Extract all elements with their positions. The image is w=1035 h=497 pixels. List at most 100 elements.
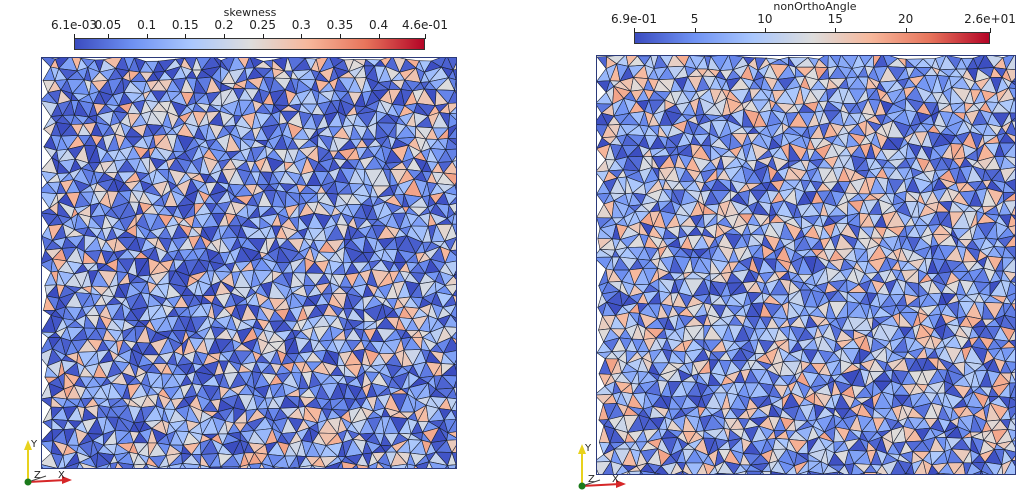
mesh-cell — [368, 461, 378, 468]
mesh-cell — [1008, 339, 1015, 348]
right-colorbar-title: nonOrthoAngle — [773, 0, 857, 13]
right-tick-mark — [905, 28, 907, 33]
mesh-cell — [1010, 371, 1015, 382]
left-tick-label: 0.3 — [291, 18, 311, 32]
mesh-cell — [449, 238, 456, 251]
mesh-cell — [288, 466, 300, 468]
mesh-cell — [450, 400, 456, 412]
left-tick-label: 0.35 — [326, 18, 354, 32]
right-tick-label: 2.6e+01 — [964, 12, 1016, 26]
y-axis-label: Y — [30, 439, 38, 450]
left-colorbar-title: skewness — [223, 6, 277, 19]
mesh-cell — [219, 466, 242, 468]
left-mesh-view[interactable] — [41, 57, 457, 469]
left-tick-label: 0.15 — [171, 18, 199, 32]
mesh-cell — [447, 127, 456, 139]
mesh-cell — [64, 461, 81, 468]
mesh-cell — [1011, 120, 1015, 131]
mesh-cell — [1011, 436, 1015, 442]
left-tick-mark — [378, 34, 380, 39]
right-tick-mark — [634, 28, 635, 33]
mesh-cell — [168, 462, 183, 468]
mesh-cell — [455, 464, 456, 466]
mesh-cell — [442, 172, 456, 186]
mesh-cell — [448, 106, 456, 115]
left-tick-mark — [185, 34, 187, 39]
mesh-cell — [454, 210, 456, 215]
right-tick-label: 10 — [757, 12, 773, 26]
mesh-cell — [453, 380, 456, 389]
mesh-cell — [260, 462, 274, 468]
mesh-cell — [454, 184, 456, 191]
mesh-cell — [454, 359, 456, 365]
mesh-cell — [145, 463, 160, 468]
mesh-cell — [1010, 303, 1015, 311]
mesh-cell — [42, 396, 52, 408]
mesh-cell — [455, 418, 456, 420]
mesh-cell — [199, 464, 210, 468]
mesh-cell — [288, 467, 290, 468]
mesh-cell — [406, 463, 416, 468]
origin-dot — [24, 478, 32, 486]
mesh-cell — [1005, 68, 1015, 83]
mesh-cell — [1015, 56, 1016, 70]
mesh-cell — [445, 464, 450, 468]
right-tick-label: 15 — [827, 12, 843, 26]
mesh-cell — [166, 465, 171, 468]
mesh-cell — [259, 462, 265, 468]
mesh-cell — [426, 460, 433, 468]
mesh-cell — [78, 461, 97, 468]
mesh-cell — [324, 461, 343, 468]
y-axis-arrow — [24, 440, 32, 450]
mesh-cell — [246, 463, 252, 468]
left-tick-mark — [262, 34, 264, 39]
mesh-cell — [452, 294, 456, 305]
mesh-cell — [455, 79, 456, 81]
mesh-cell — [452, 289, 456, 297]
right-tick-mark — [694, 28, 696, 33]
mesh-cell — [298, 465, 313, 468]
x-axis-arrow — [62, 476, 72, 484]
mesh-cell — [179, 462, 186, 468]
mesh-cell — [451, 160, 456, 169]
mesh-cell — [341, 461, 358, 468]
mesh-cell — [1014, 142, 1015, 144]
mesh-cell — [239, 463, 250, 468]
left-colorbar — [74, 38, 425, 50]
mesh-cell — [451, 445, 456, 454]
right-tick-label: 6.9e-01 — [610, 12, 658, 26]
mesh-cell — [450, 336, 456, 345]
mesh-cell — [454, 89, 456, 94]
right-tick-label: 20 — [897, 12, 914, 26]
mesh-cell — [42, 464, 57, 468]
mesh-cell — [1010, 368, 1015, 374]
mesh-cell — [158, 465, 170, 468]
mesh-cell — [1014, 329, 1015, 332]
mesh-cell — [455, 464, 456, 468]
mesh-cell — [450, 409, 456, 420]
mesh-cell — [1008, 406, 1015, 421]
mesh-cell — [447, 58, 456, 71]
right-mesh-view[interactable] — [596, 55, 1016, 475]
left-tick-label: 6.1e-03 — [50, 18, 98, 32]
mesh-cell — [1007, 225, 1015, 237]
mesh-cell — [115, 461, 124, 468]
mesh-cell — [390, 463, 408, 468]
mesh-cell — [1010, 214, 1015, 220]
mesh-cell — [1010, 206, 1015, 216]
mesh-cell — [453, 274, 456, 280]
mesh-cell — [143, 463, 149, 468]
mesh-cell — [1008, 87, 1015, 100]
x-axis-line — [27, 479, 67, 483]
z-axis-label: Z — [34, 470, 41, 481]
left-axes-triad: YXZ — [24, 439, 72, 486]
mesh-cell — [355, 464, 369, 468]
mesh-cell — [272, 466, 289, 468]
mesh-cell — [1009, 98, 1015, 114]
right-tick-mark — [835, 28, 837, 33]
mesh-cell — [451, 452, 456, 466]
mesh-cell — [442, 350, 456, 365]
mesh-cell — [448, 203, 456, 215]
left-tick-mark — [146, 34, 148, 39]
mesh-cell — [1003, 314, 1015, 331]
